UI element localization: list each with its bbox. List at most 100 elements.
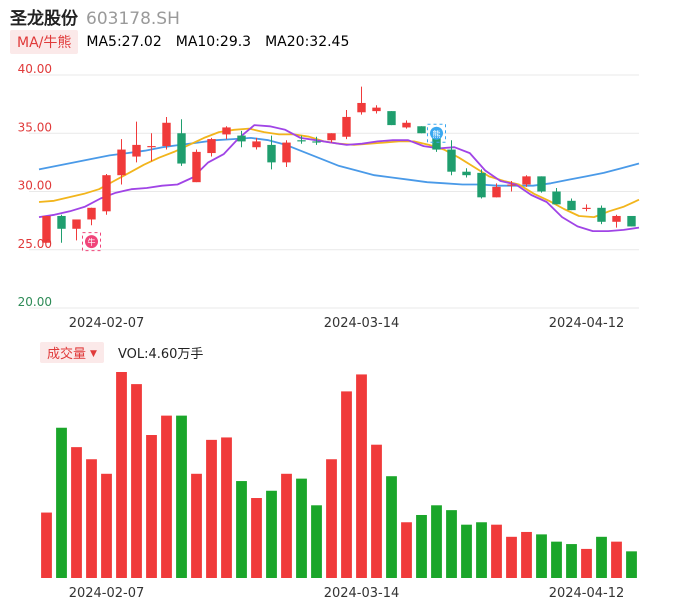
candle bbox=[312, 136, 321, 145]
candle bbox=[297, 135, 306, 144]
candle-body bbox=[417, 126, 426, 134]
candle-body bbox=[207, 139, 216, 154]
candle bbox=[87, 207, 96, 226]
volume-bar bbox=[476, 522, 487, 578]
volume-bar bbox=[521, 531, 532, 578]
ma-legend: MA/牛熊 MA5:27.02 MA10:29.3 MA20:32.45 bbox=[10, 30, 363, 54]
candle bbox=[252, 137, 261, 150]
stock-name: 圣龙股份 bbox=[10, 9, 78, 29]
volume-bar bbox=[221, 437, 232, 578]
candle-body bbox=[582, 207, 591, 209]
marker-label: 熊 bbox=[433, 129, 441, 139]
volume-bar bbox=[281, 473, 292, 578]
bear-marker: 熊 bbox=[427, 123, 446, 143]
candle-body bbox=[477, 172, 486, 198]
x-tick-label: 2024-04-12 bbox=[549, 586, 625, 601]
candle-body bbox=[177, 133, 186, 164]
candle bbox=[372, 105, 381, 114]
volume-bar bbox=[326, 459, 337, 578]
candle-body bbox=[72, 219, 81, 229]
candle-body bbox=[222, 127, 231, 135]
x-tick-label: 2024-04-12 bbox=[549, 316, 625, 331]
candle-body bbox=[627, 215, 636, 227]
x-tick-label: 2024-03-14 bbox=[324, 586, 400, 601]
ma20-line bbox=[38, 136, 640, 187]
candle bbox=[267, 135, 276, 170]
candle-body bbox=[357, 102, 366, 113]
volume-bar bbox=[566, 544, 577, 578]
candle bbox=[582, 204, 591, 212]
candle bbox=[387, 111, 396, 126]
candle-body bbox=[522, 176, 531, 185]
ma20-label: MA20:32.45 bbox=[265, 34, 350, 50]
marker-dot bbox=[85, 235, 98, 249]
ma-bull-bear-toggle[interactable]: MA/牛熊 bbox=[10, 30, 79, 54]
candle bbox=[477, 169, 486, 199]
candle-body bbox=[147, 146, 156, 148]
price-date-axis: 2024-02-07 2024-03-14 2024-04-12 bbox=[69, 316, 625, 331]
volume-bar bbox=[101, 473, 112, 578]
volume-bar bbox=[236, 481, 247, 578]
candle-body bbox=[237, 135, 246, 142]
candle-body bbox=[87, 207, 96, 220]
candle bbox=[507, 181, 516, 192]
marker-frame bbox=[427, 123, 446, 143]
volume-legend: 成交量 ▼ VOL:4.60万手 bbox=[40, 341, 203, 363]
volume-bar bbox=[596, 536, 607, 578]
x-tick-label: 2024-02-07 bbox=[69, 586, 145, 601]
volume-indicator-dropdown[interactable]: 成交量 ▼ bbox=[40, 341, 104, 363]
volume-bar bbox=[626, 551, 637, 578]
candle bbox=[72, 219, 81, 241]
bull-marker: 牛 bbox=[82, 232, 101, 252]
volume-date-axis: 2024-02-07 2024-03-14 2024-04-12 bbox=[69, 586, 625, 601]
candle bbox=[402, 120, 411, 129]
candle bbox=[282, 140, 291, 168]
volume-bar bbox=[206, 439, 217, 578]
candle-body bbox=[372, 107, 381, 112]
volume-bar bbox=[251, 498, 262, 578]
candle-body bbox=[282, 142, 291, 163]
candle bbox=[597, 205, 606, 225]
volume-bars bbox=[41, 372, 637, 578]
volume-bar bbox=[341, 391, 352, 578]
volume-bar bbox=[356, 374, 367, 578]
candle bbox=[552, 188, 561, 205]
volume-bar bbox=[296, 478, 307, 578]
y-tick-label: 20.00 bbox=[18, 295, 52, 309]
volume-bar bbox=[386, 476, 397, 578]
ma5-label: MA5:27.02 bbox=[86, 34, 162, 50]
candle-body bbox=[507, 184, 516, 186]
candles bbox=[42, 86, 636, 243]
candle bbox=[207, 137, 216, 157]
candle bbox=[627, 215, 636, 227]
candle-body bbox=[117, 149, 126, 176]
candle-body bbox=[327, 133, 336, 141]
candle-body bbox=[132, 144, 141, 157]
candle bbox=[462, 168, 471, 178]
price-axis: 40.00 35.00 30.00 25.00 20.00 bbox=[18, 62, 52, 309]
candle bbox=[192, 149, 201, 183]
marker-dot bbox=[430, 126, 443, 140]
candle-body bbox=[462, 171, 471, 176]
volume-bar bbox=[536, 534, 547, 578]
volume-bar bbox=[491, 524, 502, 578]
candle-body bbox=[252, 141, 261, 148]
volume-bar bbox=[446, 510, 457, 578]
volume-bar bbox=[581, 548, 592, 578]
volume-bar bbox=[401, 522, 412, 578]
candle bbox=[237, 130, 246, 148]
volume-bar bbox=[86, 459, 97, 578]
candle-body bbox=[192, 151, 201, 183]
volume-bar bbox=[146, 435, 157, 578]
candle bbox=[102, 174, 111, 215]
volume-bar bbox=[461, 524, 472, 578]
volume-dropdown-label: 成交量 bbox=[47, 346, 87, 362]
volume-bar bbox=[431, 505, 442, 578]
volume-bar bbox=[41, 512, 52, 578]
candle-body bbox=[492, 186, 501, 198]
candle-body bbox=[597, 207, 606, 222]
candle bbox=[222, 126, 231, 140]
ma-lines bbox=[38, 124, 640, 233]
candle bbox=[177, 119, 186, 166]
candle bbox=[612, 214, 621, 228]
